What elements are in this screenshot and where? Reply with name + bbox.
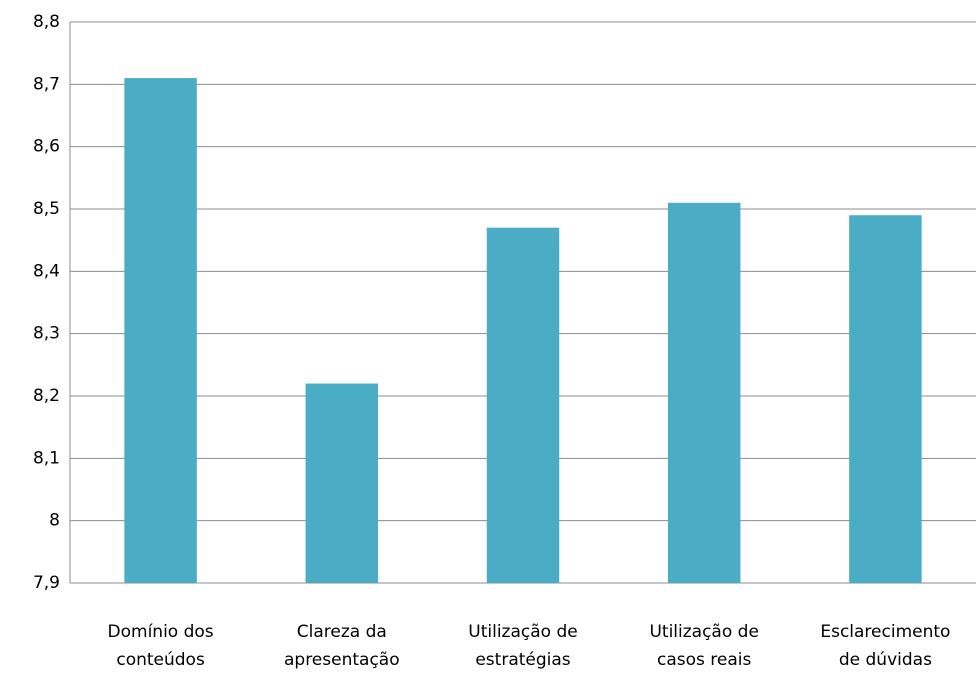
y-tick-label: 8,4 (33, 261, 60, 281)
x-tick-label: apresentação (284, 650, 400, 670)
x-tick-label: Clareza da (297, 622, 387, 642)
bar (124, 78, 197, 583)
bar (667, 202, 741, 583)
y-tick-label: 8,5 (33, 199, 60, 219)
y-tick-label: 8,3 (33, 324, 60, 344)
y-tick-label: 8,8 (33, 12, 60, 32)
y-tick-label: 8,6 (33, 137, 60, 157)
y-tick-label: 7,9 (33, 573, 60, 593)
x-tick-label: de dúvidas (839, 650, 932, 670)
x-tick-label: estratégias (475, 650, 570, 670)
bar (305, 383, 379, 583)
y-tick-label: 8,2 (33, 386, 60, 406)
bar (849, 215, 922, 583)
y-tick-label: 8,7 (33, 74, 60, 94)
x-tick-label: Utilização de (468, 622, 577, 642)
y-tick-label: 8 (49, 511, 60, 531)
x-tick-label: Utilização de (649, 622, 758, 642)
y-tick-label: 8,1 (33, 448, 60, 468)
x-tick-label: casos reais (657, 650, 751, 670)
x-tick-label: conteúdos (116, 650, 205, 670)
x-tick-label: Domínio dos (108, 622, 214, 642)
x-tick-label: Esclarecimento (820, 622, 950, 642)
bar (486, 227, 560, 583)
